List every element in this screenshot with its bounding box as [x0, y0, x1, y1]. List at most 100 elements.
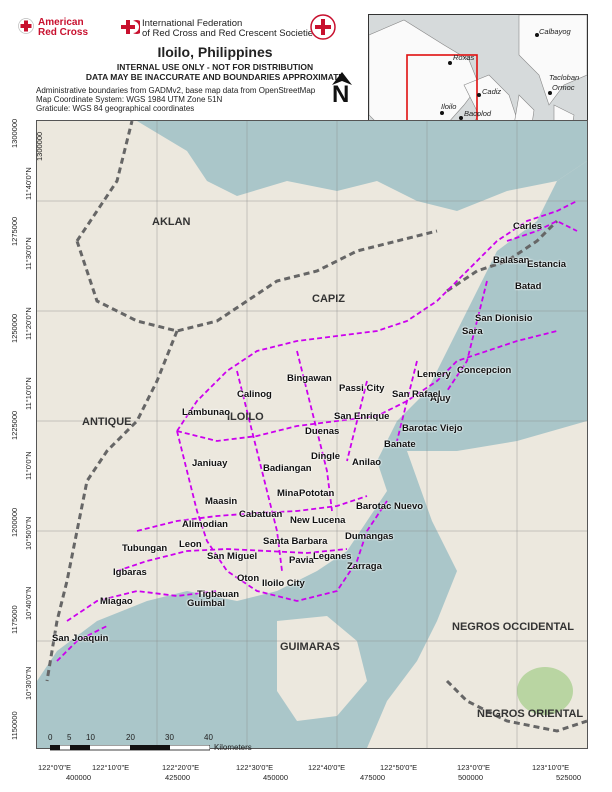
inset-place-label: Roxas [453, 53, 475, 62]
municipality-label: San Enrique [334, 411, 390, 422]
municipality-label: Maasin [205, 496, 238, 507]
meta-line3: Graticule: WGS 84 geographical coordinat… [36, 104, 195, 113]
municipality-label: Duenas [305, 426, 340, 437]
municipality-label: Ajuy [430, 393, 451, 404]
map-title: Iloilo, Philippines [157, 44, 273, 60]
longitude-label: 122°0'0"E [38, 763, 71, 772]
province-label: CAPIZ [312, 293, 345, 305]
municipality-label: Igbaras [113, 567, 147, 578]
province-label: NEGROS ORIENTAL [477, 708, 584, 720]
municipality-label: Zarraga [347, 561, 382, 572]
municipality-label: Miagao [100, 596, 133, 607]
municipality-label: Alimodian [182, 519, 228, 530]
graticule-lines [37, 121, 587, 748]
latitude-label: 10°30'0"N [24, 666, 33, 700]
municipality-label: Calinog [237, 389, 272, 400]
municipality-label: San Miguel [207, 551, 258, 562]
easting-label: 500000 [458, 773, 484, 782]
map-background [37, 121, 587, 748]
ifrc-line2: of Red Cross and Red Crescent Societies [142, 28, 318, 39]
inset-place-label: Tacloban [549, 73, 580, 82]
municipality-label: Carles [513, 221, 543, 232]
longitude-label: 122°20'0"E [162, 763, 200, 772]
arc-logo-line1: American [38, 17, 84, 28]
municipality-label: Cabatuan [239, 509, 283, 520]
province-label: ILOILO [227, 411, 264, 423]
northing-label: 1200000 [10, 507, 19, 537]
municipality-label: Santa Barbara [263, 536, 328, 547]
municipality-label: Lambunao [182, 407, 231, 418]
ifrc-seal-icon [310, 14, 336, 40]
arc-logo-line2: Red Cross [38, 27, 89, 38]
municipality-label: Tigbauan [197, 589, 240, 600]
easting-label: 425000 [165, 773, 191, 782]
municipality-label: Banate [384, 439, 416, 450]
municipality-label: Pototan [299, 488, 335, 499]
municipality-label: Balasan [493, 255, 530, 266]
northing-label: 1250000 [10, 313, 19, 343]
easting-label: 400000 [66, 773, 92, 782]
red-cross-icon [18, 18, 34, 34]
easting-label: 525000 [556, 773, 582, 782]
latitude-label: 10°50'0"N [24, 516, 33, 550]
easting-label: 475000 [360, 773, 386, 782]
municipality-label: Dumangas [345, 531, 394, 542]
scalebar-tick-label: 30 [165, 733, 174, 742]
municipality-label: Dingle [311, 451, 341, 462]
municipality-label: Guimbal [187, 598, 226, 609]
longitude-label: 122°30'0"E [236, 763, 274, 772]
municipality-label: Leganes [313, 551, 352, 562]
municipality-label: Sara [462, 326, 483, 337]
municipal-boundaries [56, 200, 578, 662]
northing-label: 1300000 [36, 131, 44, 161]
northing-label: 1150000 [10, 711, 19, 740]
municipality-label: Bingawan [287, 373, 332, 384]
inset-place-label: Bacolod [464, 109, 492, 118]
main-map: AKLAN CAPIZ ANTIQUE ILOILO GUIMARAS NEGR… [36, 120, 588, 749]
scalebar-tick-label: 0 [48, 733, 53, 742]
north-arrow: N [330, 72, 354, 110]
meta-line1: Administrative boundaries from GADMv2, b… [36, 86, 316, 95]
scalebar-tick-label: 5 [67, 733, 72, 742]
municipality-label: Lemery [417, 369, 451, 380]
scalebar-tick-label: 40 [204, 733, 213, 742]
ifrc-line1: International Federation [142, 18, 243, 29]
municipality-label: Passi City [339, 383, 385, 394]
municipality-label: New Lucena [290, 515, 346, 526]
municipality-label: Badiangan [263, 463, 312, 474]
latitude-label: 11°0'0"N [24, 451, 33, 480]
north-arrow-icon [332, 72, 352, 85]
north-letter: N [332, 81, 350, 108]
longitude-label: 122°10'0"E [92, 763, 130, 772]
municipality-label: San Joaquin [52, 633, 109, 644]
municipality-label: Batad [515, 281, 542, 292]
province-label: ANTIQUE [82, 416, 132, 428]
scalebar-bar [50, 745, 210, 751]
latitude-label: 11°10'0"N [24, 377, 33, 410]
american-red-cross-logo: American Red Cross [18, 18, 88, 40]
longitude-label: 122°40'0"E [308, 763, 346, 772]
scalebar-unit: Kilometers [214, 743, 252, 752]
municipality-label: Janiuay [192, 458, 228, 469]
scalebar-tick-label: 20 [126, 733, 135, 742]
meta-line2: Map Coordinate System: WGS 1984 UTM Zone… [36, 95, 223, 104]
northing-label: 1300000 [10, 118, 19, 148]
latitude-label: 11°20'0"N [24, 307, 33, 340]
warning-line2: DATA MAY BE INACCURATE AND BOUNDARIES AP… [85, 72, 345, 82]
warning-line1: INTERNAL USE ONLY - NOT FOR DISTRIBUTION [116, 62, 314, 72]
latitude-label: 11°30'0"N [24, 237, 33, 270]
northing-label: 1275000 [10, 216, 19, 246]
province-label: NEGROS OCCIDENTAL [452, 621, 575, 633]
municipality-label: Tubungan [122, 543, 168, 554]
ifrc-emblem-icon [121, 20, 140, 34]
province-label: AKLAN [152, 216, 191, 228]
municipality-label: Barotac Viejo [402, 423, 463, 434]
municipality-label: Leon [179, 539, 202, 550]
province-label: GUIMARAS [280, 641, 340, 653]
municipality-label: Mina [277, 488, 299, 499]
inset-place-label: Iloilo [441, 102, 457, 111]
municipality-label: Oton [237, 573, 260, 584]
municipality-label: San Rafael [392, 389, 441, 400]
inset-place-label: Calbayog [539, 27, 571, 36]
scalebar-tick-label: 10 [86, 733, 95, 742]
